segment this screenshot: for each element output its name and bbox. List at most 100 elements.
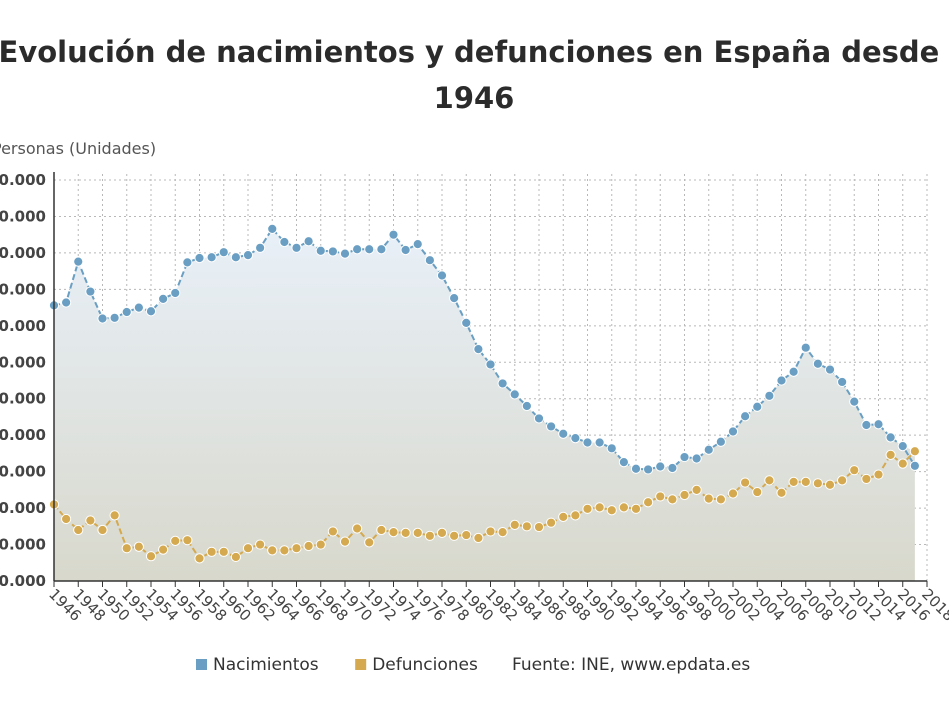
point-nacimientos-1996[interactable] xyxy=(655,461,666,472)
point-defunciones-1986[interactable] xyxy=(533,521,545,533)
point-defunciones-2007[interactable] xyxy=(788,476,799,487)
point-nacimientos-2011[interactable] xyxy=(837,376,848,388)
point-defunciones-1993[interactable] xyxy=(618,502,629,513)
point-nacimientos-1947[interactable] xyxy=(61,297,72,308)
point-defunciones-2017[interactable] xyxy=(909,446,920,457)
point-defunciones-1969[interactable] xyxy=(327,526,338,537)
point-defunciones-1994[interactable] xyxy=(630,503,642,514)
point-nacimientos-1992[interactable] xyxy=(606,443,617,454)
point-nacimientos-1982[interactable] xyxy=(485,359,496,370)
point-nacimientos-2010[interactable] xyxy=(824,364,836,375)
point-defunciones-1995[interactable] xyxy=(643,497,654,508)
point-defunciones-1951[interactable] xyxy=(109,510,120,521)
point-defunciones-1996[interactable] xyxy=(655,491,666,502)
point-defunciones-1981[interactable] xyxy=(473,532,484,544)
point-defunciones-2000[interactable] xyxy=(703,493,714,504)
point-defunciones-1977[interactable] xyxy=(424,530,435,541)
point-nacimientos-1952[interactable] xyxy=(121,306,132,318)
point-nacimientos-1948[interactable] xyxy=(73,256,84,267)
point-nacimientos-1957[interactable] xyxy=(182,257,193,268)
point-nacimientos-1960[interactable] xyxy=(218,247,229,258)
point-defunciones-1976[interactable] xyxy=(412,527,423,538)
point-defunciones-1952[interactable] xyxy=(121,543,132,554)
point-nacimientos-1954[interactable] xyxy=(145,306,157,317)
point-defunciones-2002[interactable] xyxy=(727,488,739,499)
point-nacimientos-1951[interactable] xyxy=(109,312,120,323)
point-nacimientos-1964[interactable] xyxy=(267,223,278,234)
point-nacimientos-2015[interactable] xyxy=(885,432,896,443)
point-defunciones-2005[interactable] xyxy=(764,475,775,486)
point-nacimientos-1973[interactable] xyxy=(376,244,387,255)
point-nacimientos-1970[interactable] xyxy=(339,248,351,259)
point-defunciones-2004[interactable] xyxy=(752,486,763,498)
point-defunciones-1989[interactable] xyxy=(570,510,581,521)
point-defunciones-1948[interactable] xyxy=(73,524,84,536)
point-nacimientos-1953[interactable] xyxy=(133,302,144,313)
point-nacimientos-1983[interactable] xyxy=(497,378,508,389)
point-defunciones-1987[interactable] xyxy=(546,517,557,528)
point-nacimientos-1965[interactable] xyxy=(279,236,290,248)
point-nacimientos-1969[interactable] xyxy=(327,246,338,257)
point-nacimientos-1993[interactable] xyxy=(618,457,629,468)
point-nacimientos-1994[interactable] xyxy=(630,463,642,474)
point-defunciones-2009[interactable] xyxy=(812,478,823,489)
point-nacimientos-1972[interactable] xyxy=(364,244,375,255)
point-nacimientos-1968[interactable] xyxy=(315,245,326,256)
point-nacimientos-1979[interactable] xyxy=(449,293,460,304)
point-defunciones-1975[interactable] xyxy=(400,527,411,538)
point-nacimientos-1967[interactable] xyxy=(303,236,314,247)
point-nacimientos-1998[interactable] xyxy=(679,451,690,463)
point-defunciones-1968[interactable] xyxy=(315,539,326,550)
point-defunciones-1970[interactable] xyxy=(339,536,351,547)
point-defunciones-1966[interactable] xyxy=(291,543,302,554)
point-nacimientos-2007[interactable] xyxy=(788,366,799,377)
point-defunciones-2003[interactable] xyxy=(740,477,751,488)
point-defunciones-1963[interactable] xyxy=(255,539,266,550)
point-defunciones-1974[interactable] xyxy=(388,527,399,538)
point-defunciones-1950[interactable] xyxy=(97,524,108,536)
point-nacimientos-1988[interactable] xyxy=(558,428,569,439)
point-nacimientos-1949[interactable] xyxy=(85,286,96,297)
point-defunciones-1998[interactable] xyxy=(679,489,690,501)
point-nacimientos-1975[interactable] xyxy=(400,244,411,256)
point-defunciones-1961[interactable] xyxy=(230,551,241,563)
point-nacimientos-1995[interactable] xyxy=(643,464,654,475)
point-nacimientos-1978[interactable] xyxy=(436,270,448,281)
point-defunciones-1988[interactable] xyxy=(558,511,569,522)
point-defunciones-2008[interactable] xyxy=(800,476,811,487)
point-defunciones-2016[interactable] xyxy=(897,458,908,469)
point-defunciones-1973[interactable] xyxy=(376,524,387,536)
point-defunciones-2014[interactable] xyxy=(873,469,884,480)
point-nacimientos-1958[interactable] xyxy=(194,252,205,264)
point-nacimientos-1977[interactable] xyxy=(424,255,435,266)
point-defunciones-1999[interactable] xyxy=(691,484,702,495)
point-defunciones-1955[interactable] xyxy=(158,544,169,555)
point-nacimientos-1997[interactable] xyxy=(667,462,678,474)
point-nacimientos-1986[interactable] xyxy=(533,413,545,424)
point-nacimientos-1987[interactable] xyxy=(546,421,557,432)
point-nacimientos-1990[interactable] xyxy=(582,437,593,448)
point-defunciones-1972[interactable] xyxy=(364,537,375,548)
point-defunciones-1984[interactable] xyxy=(509,519,520,530)
point-nacimientos-2003[interactable] xyxy=(740,411,751,422)
point-defunciones-1985[interactable] xyxy=(521,521,532,532)
point-nacimientos-2017[interactable] xyxy=(909,460,920,471)
point-defunciones-1979[interactable] xyxy=(449,530,460,541)
point-defunciones-1990[interactable] xyxy=(582,503,593,514)
point-defunciones-2015[interactable] xyxy=(885,449,896,460)
point-defunciones-1992[interactable] xyxy=(606,505,617,516)
point-nacimientos-2001[interactable] xyxy=(715,436,726,447)
point-defunciones-1978[interactable] xyxy=(436,527,448,538)
point-nacimientos-1962[interactable] xyxy=(242,249,254,261)
point-defunciones-2011[interactable] xyxy=(837,475,848,486)
point-nacimientos-1956[interactable] xyxy=(170,287,181,299)
point-nacimientos-1984[interactable] xyxy=(509,389,520,400)
point-defunciones-1964[interactable] xyxy=(267,545,278,556)
point-nacimientos-2016[interactable] xyxy=(897,441,908,452)
point-nacimientos-2000[interactable] xyxy=(703,444,714,455)
point-defunciones-1983[interactable] xyxy=(497,527,508,538)
point-nacimientos-1985[interactable] xyxy=(521,400,532,412)
point-defunciones-1949[interactable] xyxy=(85,515,96,526)
point-nacimientos-1980[interactable] xyxy=(461,317,472,329)
point-defunciones-1971[interactable] xyxy=(352,523,363,534)
